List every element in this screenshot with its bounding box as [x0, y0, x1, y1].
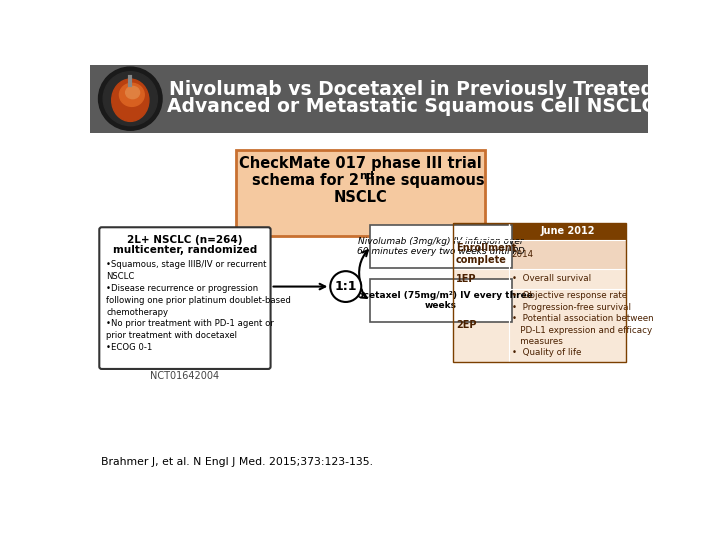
Ellipse shape [103, 72, 158, 126]
Bar [453, 269, 626, 289]
Bar [453, 222, 626, 362]
Bar [453, 222, 626, 240]
Text: Enrollment
complete: Enrollment complete [456, 244, 516, 265]
Text: •  Objective response rate
•  Progression-free survival
•  Potential association: • Objective response rate • Progression-… [512, 291, 653, 357]
Text: 2L+ NSCLC (n=264): 2L+ NSCLC (n=264) [127, 235, 243, 245]
Text: Advanced or Metastatic Squamous Cell NSCLC: Advanced or Metastatic Squamous Cell NSC… [168, 97, 656, 116]
FancyBboxPatch shape [235, 150, 485, 236]
Text: NCT01642004: NCT01642004 [150, 371, 220, 381]
Text: nd: nd [359, 172, 374, 181]
Text: •  Overall survival: • Overall survival [512, 274, 590, 284]
Ellipse shape [126, 86, 140, 99]
Text: NSCLC: NSCLC [333, 190, 387, 205]
Text: multicenter, randomized: multicenter, randomized [113, 245, 257, 254]
Text: Docetaxel (75mg/m²) IV every three
weeks: Docetaxel (75mg/m²) IV every three weeks [350, 291, 533, 310]
Bar [453, 289, 626, 362]
Text: Brahmer J, et al. N Engl J Med. 2015;373:123-135.: Brahmer J, et al. N Engl J Med. 2015;373… [101, 457, 373, 467]
Text: Nivolumab vs Docetaxel in Previously Treated: Nivolumab vs Docetaxel in Previously Tre… [169, 80, 654, 99]
Ellipse shape [120, 83, 144, 106]
Ellipse shape [112, 79, 149, 122]
Text: •Squamous, stage IIIB/IV or recurrent
NSCLC
•Disease recurrence or progression
f: •Squamous, stage IIIB/IV or recurrent NS… [107, 260, 291, 352]
Text: line squamous: line squamous [360, 173, 485, 188]
Text: Start date: Start date [453, 226, 508, 236]
Text: 2EP: 2EP [456, 320, 477, 330]
FancyBboxPatch shape [370, 279, 513, 322]
Bar [453, 240, 626, 269]
Text: schema for 2: schema for 2 [252, 173, 359, 188]
Text: 2014: 2014 [512, 249, 534, 259]
Text: Nivolumab (3mg/kg) IV infusion over
60 minutes every two weeks until PD: Nivolumab (3mg/kg) IV infusion over 60 m… [357, 237, 525, 256]
Bar [90, 65, 648, 132]
Text: June 2012: June 2012 [540, 226, 595, 236]
FancyBboxPatch shape [370, 225, 513, 268]
Text: 1:1: 1:1 [335, 280, 357, 293]
Text: 1EP: 1EP [456, 274, 477, 284]
Ellipse shape [99, 67, 162, 130]
Circle shape [330, 271, 361, 302]
FancyBboxPatch shape [99, 227, 271, 369]
Text: CheckMate 017 phase III trial: CheckMate 017 phase III trial [239, 156, 482, 171]
